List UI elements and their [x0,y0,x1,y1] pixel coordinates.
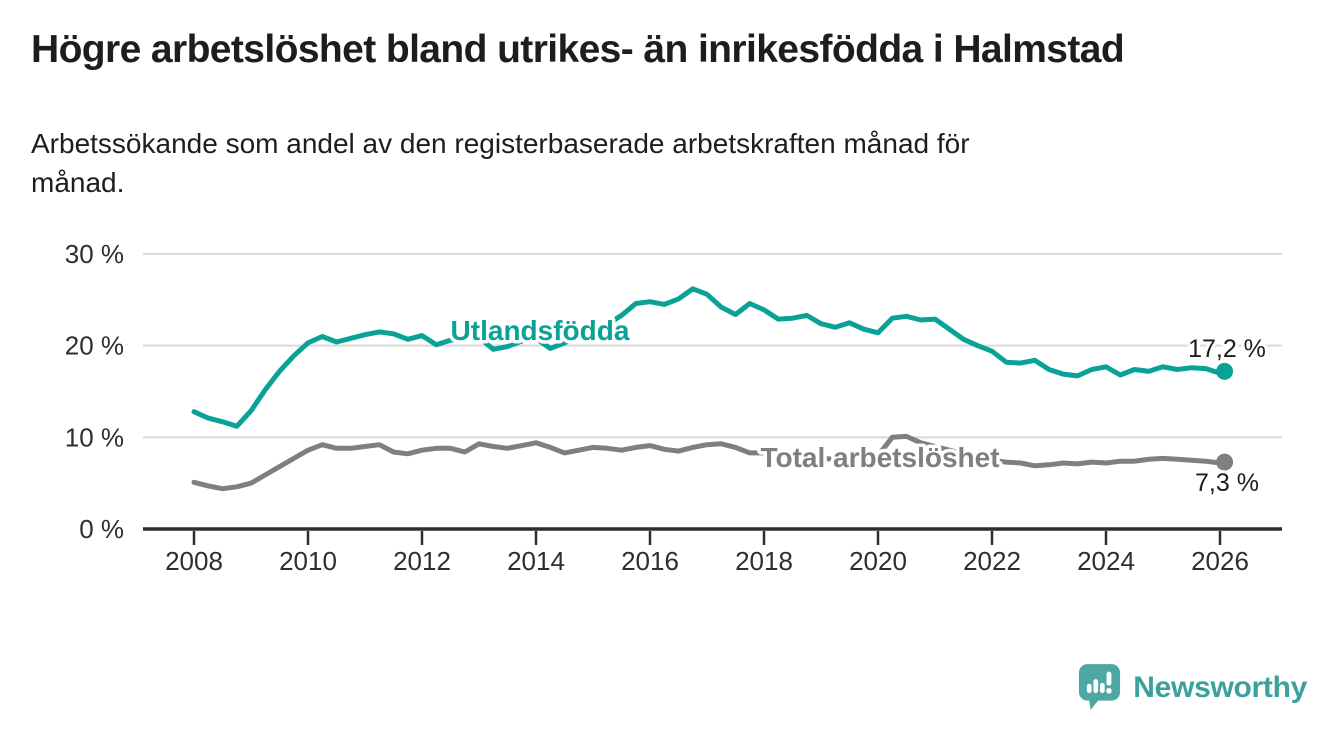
y-tick-label-30: 30 % [65,239,124,269]
series-label-utlandsfodda: Utlandsfödda [451,315,630,346]
series-line-utlandsfodda [191,286,1228,429]
logo-exclamation-dot [1106,687,1113,694]
series-end-dot-utlandsfodda [1216,362,1234,380]
x-tick-label-2026: 2026 [1191,546,1249,576]
y-tick-label-10: 10 % [65,422,124,452]
logo-bar-medium [1100,682,1105,694]
x-tick-label-2022: 2022 [963,546,1021,576]
x-tick-label-2012: 2012 [393,546,451,576]
subtitle-line-2: månad. [31,167,125,198]
chart-subtitle: Arbetssökande som andel av den registerb… [31,124,970,202]
x-tick-label-2014: 2014 [507,546,565,576]
logo-bar-tall [1093,679,1099,694]
series-end-value-utlandsfodda: 17,2 % [1188,335,1266,363]
x-tick-label-2016: 2016 [621,546,679,576]
series-end-value-total-arbetsloshet: 7,3 % [1195,469,1259,497]
logo-exclamation-bar [1106,671,1112,686]
x-tick-label-2024: 2024 [1077,546,1135,576]
newsworthy-logo-icon [1079,664,1121,710]
x-tick-label-2020: 2020 [849,546,907,576]
series-end-dot-total-arbetsloshet [1216,453,1234,471]
chart-title: Högre arbetslöshet bland utrikes- än inr… [31,28,1125,71]
logo-bubble-shape [1079,664,1121,710]
newsworthy-logo: Newsworthy [1078,663,1307,712]
x-tick-label-2008: 2008 [165,546,223,576]
subtitle-line-1: Arbetssökande som andel av den registerb… [31,128,970,159]
x-tick-label-2018: 2018 [735,546,793,576]
y-tick-label-20: 20 % [65,331,124,361]
logo-bar-small [1087,683,1092,694]
newsworthy-logo-text: Newsworthy [1133,670,1307,704]
y-tick-label-0: 0 % [79,514,124,544]
x-tick-label-2010: 2010 [279,546,337,576]
series-label-total-arbetsloshet: Total arbetslöshet [760,442,999,473]
series-line-total-arbetsloshet [191,433,1228,492]
